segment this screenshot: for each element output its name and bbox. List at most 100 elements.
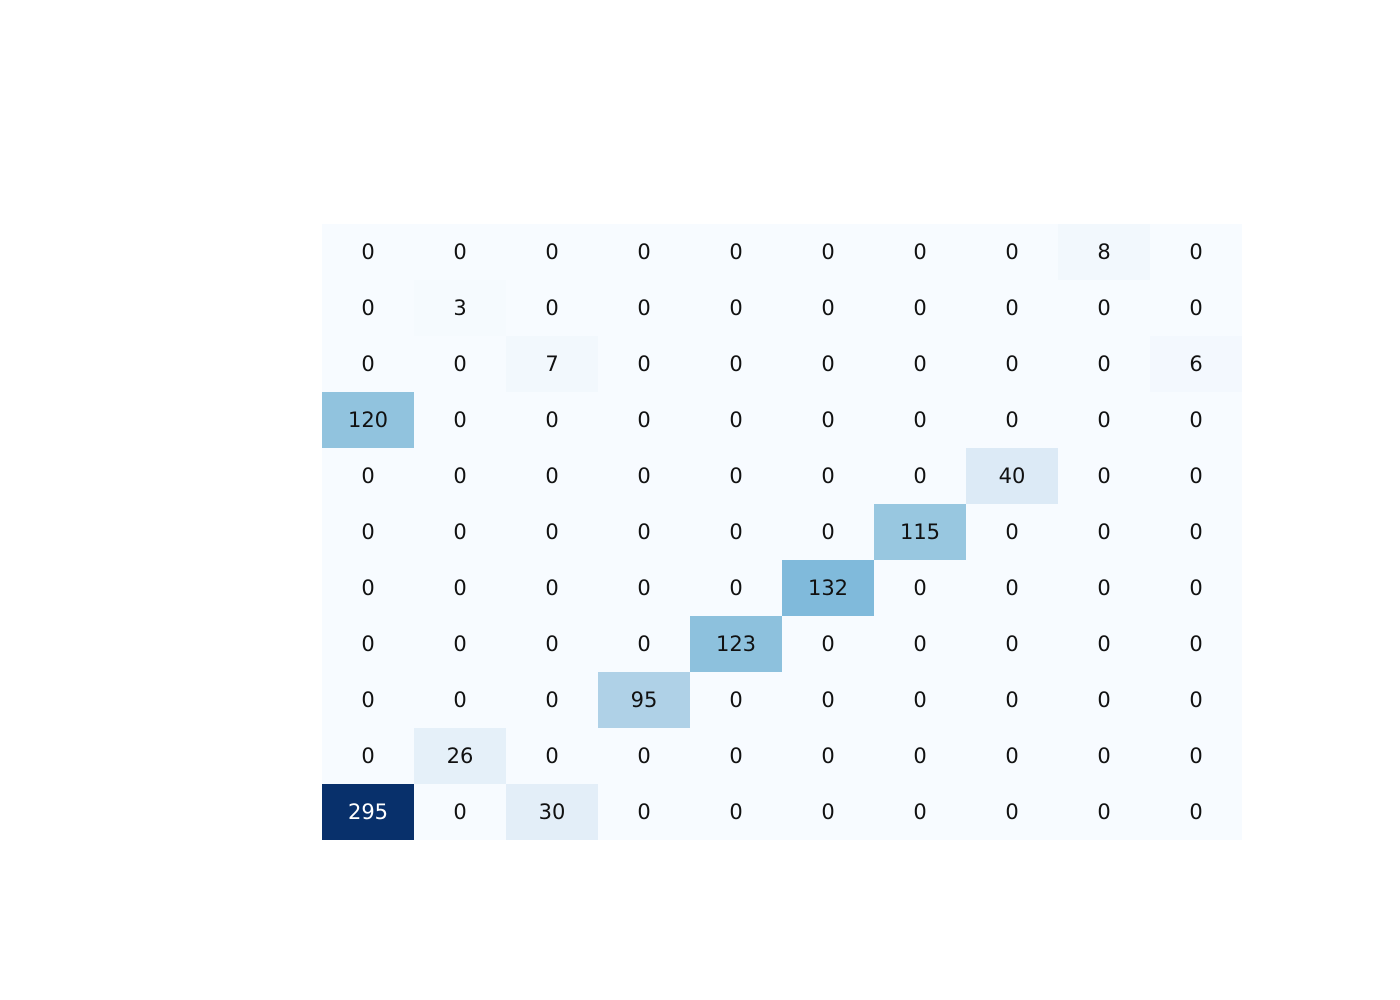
- heatmap-cell-r0-c3: [598, 224, 690, 280]
- heatmap-cell-r5-c2: [506, 504, 598, 560]
- heatmap-cell-value-r1-c6: 0: [913, 296, 926, 320]
- heatmap-cell-value-r4-c8: 0: [1097, 464, 1110, 488]
- heatmap-cell-r1-c0: [322, 280, 414, 336]
- heatmap-cell-r3-c6: [874, 392, 966, 448]
- heatmap-cell-value-r5-c9: 0: [1189, 520, 1202, 544]
- heatmap-cell-r3-c5: [782, 392, 874, 448]
- heatmap-cell-value-r0-c2: 0: [545, 240, 558, 264]
- heatmap-cell-value-r9-c8: 0: [1097, 744, 1110, 768]
- heatmap-cell-r2-c4: [690, 336, 782, 392]
- heatmap-cell-r8-c9: [1150, 672, 1242, 728]
- heatmap-cell-value-r4-c9: 0: [1189, 464, 1202, 488]
- heatmap-cell-value-r0-c4: 0: [729, 240, 742, 264]
- heatmap-cell-r8-c5: [782, 672, 874, 728]
- heatmap-cell-value-r7-c9: 0: [1189, 632, 1202, 656]
- heatmap-cell-r6-c2: [506, 560, 598, 616]
- heatmap-cell-r0-c7: [966, 224, 1058, 280]
- heatmap-cell-r5-c3: [598, 504, 690, 560]
- heatmap-cell-r7-c6: [874, 616, 966, 672]
- heatmap-cell-value-r4-c5: 0: [821, 464, 834, 488]
- heatmap-cell-value-r8-c3: 95: [631, 688, 658, 712]
- heatmap-cell-value-r0-c8: 8: [1097, 240, 1110, 264]
- heatmap-cell-value-r1-c8: 0: [1097, 296, 1110, 320]
- heatmap-cell-r6-c5: [782, 560, 874, 616]
- heatmap-cell-r5-c4: [690, 504, 782, 560]
- heatmap-cell-value-r6-c1: 0: [453, 576, 466, 600]
- heatmap-cell-value-r10-c2: 30: [539, 800, 566, 824]
- heatmap-cell-r9-c6: [874, 728, 966, 784]
- heatmap-cell-value-r6-c5: 132: [808, 576, 848, 600]
- heatmap-cell-r5-c0: [322, 504, 414, 560]
- heatmap-cell-value-r1-c4: 0: [729, 296, 742, 320]
- heatmap-cell-value-r2-c6: 0: [913, 352, 926, 376]
- heatmap-cell-r10-c3: [598, 784, 690, 840]
- heatmap-cell-value-r3-c1: 0: [453, 408, 466, 432]
- heatmap-cell-r3-c8: [1058, 392, 1150, 448]
- heatmap-cell-r4-c4: [690, 448, 782, 504]
- heatmap-cell-r6-c0: [322, 560, 414, 616]
- heatmap-cell-value-r7-c6: 0: [913, 632, 926, 656]
- heatmap-cell-value-r0-c7: 0: [1005, 240, 1018, 264]
- heatmap-cell-value-r5-c5: 0: [821, 520, 834, 544]
- heatmap-cell-r0-c5: [782, 224, 874, 280]
- heatmap-cell-r9-c0: [322, 728, 414, 784]
- heatmap-cell-value-r5-c3: 0: [637, 520, 650, 544]
- heatmap-cell-r6-c8: [1058, 560, 1150, 616]
- heatmap-cell-r2-c6: [874, 336, 966, 392]
- heatmap-cell-r2-c5: [782, 336, 874, 392]
- heatmap-cell-r7-c7: [966, 616, 1058, 672]
- heatmap-cell-value-r10-c4: 0: [729, 800, 742, 824]
- heatmap-cell-r2-c7: [966, 336, 1058, 392]
- heatmap-cell-r6-c1: [414, 560, 506, 616]
- heatmap-cell-value-r4-c4: 0: [729, 464, 742, 488]
- heatmap-cell-value-r4-c0: 0: [361, 464, 374, 488]
- heatmap-cell-value-r8-c9: 0: [1189, 688, 1202, 712]
- heatmap-cell-value-r2-c3: 0: [637, 352, 650, 376]
- heatmap-cell-r4-c3: [598, 448, 690, 504]
- heatmap-cell-r0-c1: [414, 224, 506, 280]
- heatmap-cell-r6-c6: [874, 560, 966, 616]
- heatmap-cell-r4-c7: [966, 448, 1058, 504]
- heatmap-cell-r1-c7: [966, 280, 1058, 336]
- heatmap-cell-value-r6-c3: 0: [637, 576, 650, 600]
- heatmap-cell-r10-c6: [874, 784, 966, 840]
- heatmap-cell-r6-c4: [690, 560, 782, 616]
- heatmap-cell-r8-c6: [874, 672, 966, 728]
- heatmap-cell-value-r9-c9: 0: [1189, 744, 1202, 768]
- heatmap-cell-value-r0-c1: 0: [453, 240, 466, 264]
- heatmap-cell-r4-c5: [782, 448, 874, 504]
- heatmap-cell-value-r10-c9: 0: [1189, 800, 1202, 824]
- heatmap-cell-value-r7-c2: 0: [545, 632, 558, 656]
- heatmap-cell-value-r5-c7: 0: [1005, 520, 1018, 544]
- heatmap-cell-value-r10-c5: 0: [821, 800, 834, 824]
- heatmap-cell-r10-c0: [322, 784, 414, 840]
- heatmap-cell-r3-c9: [1150, 392, 1242, 448]
- heatmap-cell-value-r3-c0: 120: [348, 408, 388, 432]
- heatmap-cell-r7-c3: [598, 616, 690, 672]
- heatmap-cell-value-r3-c9: 0: [1189, 408, 1202, 432]
- heatmap-cell-value-r7-c0: 0: [361, 632, 374, 656]
- heatmap-cell-value-r2-c9: 6: [1189, 352, 1202, 376]
- heatmap-cell-value-r1-c5: 0: [821, 296, 834, 320]
- heatmap-cell-r5-c7: [966, 504, 1058, 560]
- heatmap-cell-value-r6-c0: 0: [361, 576, 374, 600]
- heatmap-cell-r9-c1: [414, 728, 506, 784]
- heatmap-cell-r9-c7: [966, 728, 1058, 784]
- heatmap-cell-value-r3-c4: 0: [729, 408, 742, 432]
- heatmap-cell-value-r3-c7: 0: [1005, 408, 1018, 432]
- heatmap-cell-value-r9-c0: 0: [361, 744, 374, 768]
- heatmap-cell-r4-c2: [506, 448, 598, 504]
- heatmap-cell-value-r10-c8: 0: [1097, 800, 1110, 824]
- heatmap-cell-r9-c3: [598, 728, 690, 784]
- heatmap-cell-value-r0-c0: 0: [361, 240, 374, 264]
- heatmap-cell-value-r5-c0: 0: [361, 520, 374, 544]
- heatmap-cell-r3-c0: [322, 392, 414, 448]
- heatmap-cell-r2-c0: [322, 336, 414, 392]
- heatmap-cell-value-r8-c2: 0: [545, 688, 558, 712]
- heatmap-cell-value-r7-c4: 123: [716, 632, 756, 656]
- heatmap-cell-r1-c9: [1150, 280, 1242, 336]
- heatmap-cell-value-r9-c5: 0: [821, 744, 834, 768]
- heatmap-cell-value-r10-c6: 0: [913, 800, 926, 824]
- heatmap-cell-value-r2-c5: 0: [821, 352, 834, 376]
